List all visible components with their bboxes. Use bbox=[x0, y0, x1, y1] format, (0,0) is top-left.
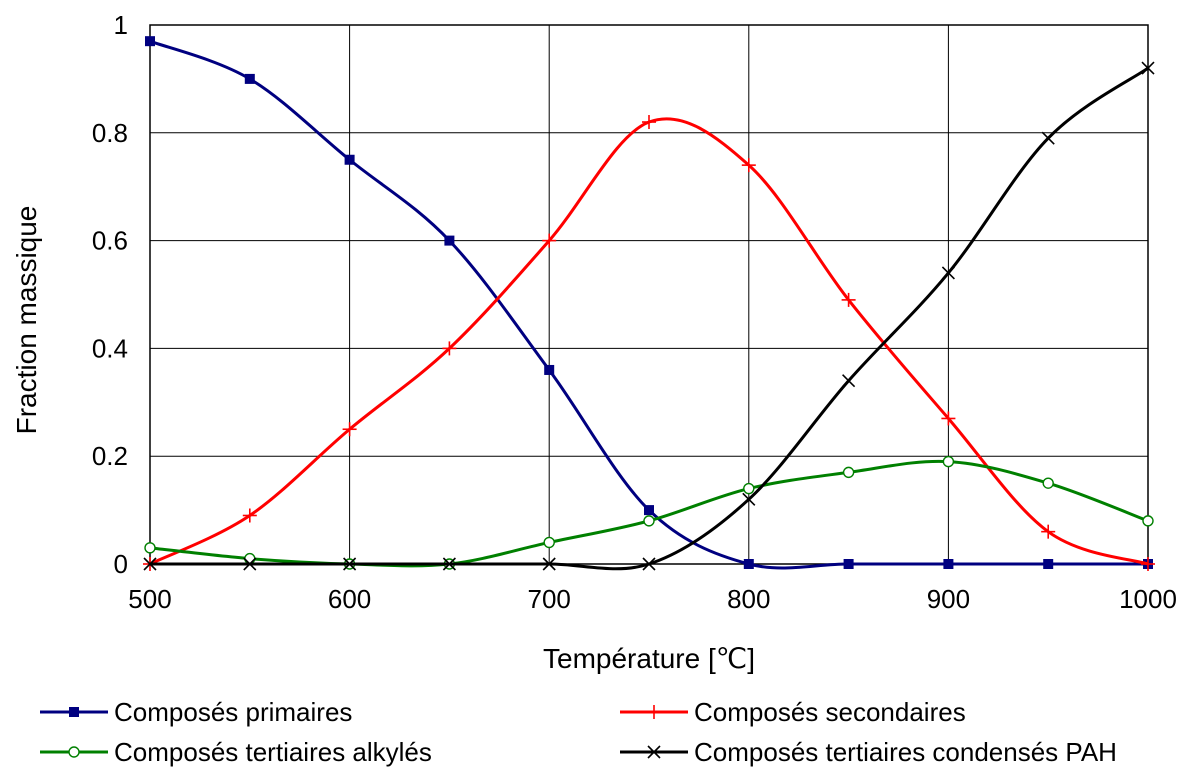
series-line bbox=[149, 117, 1149, 566]
data-point bbox=[1043, 559, 1054, 569]
data-point bbox=[343, 557, 357, 571]
data-point bbox=[843, 559, 854, 569]
data-point bbox=[542, 233, 557, 248]
x-tick-label: 1000 bbox=[1119, 584, 1177, 614]
legend-item: Composés primaires bbox=[40, 697, 352, 727]
legend-item: Composés secondaires bbox=[620, 697, 966, 727]
data-point bbox=[244, 73, 255, 84]
data-point bbox=[145, 36, 155, 47]
data-point bbox=[642, 115, 656, 130]
legend-label: Composés tertiaires alkylés bbox=[114, 737, 432, 767]
data-point bbox=[741, 158, 756, 173]
data-point bbox=[841, 292, 856, 307]
grid-lines bbox=[149, 24, 1149, 565]
x-tick-label: 900 bbox=[927, 584, 970, 614]
y-tick-label: 1 bbox=[114, 10, 128, 40]
data-point bbox=[1041, 524, 1056, 539]
x-tick-label: 800 bbox=[727, 584, 770, 614]
y-tick-label: 0.4 bbox=[92, 333, 128, 363]
data-point bbox=[344, 154, 355, 165]
data-point bbox=[342, 422, 357, 437]
y-tick-labels: 0 0.2 0.4 0.6 0.8 1 bbox=[92, 10, 128, 579]
data-point bbox=[743, 559, 754, 569]
data-point bbox=[941, 411, 956, 426]
data-point bbox=[942, 455, 955, 468]
legend-label: Composés secondaires bbox=[694, 697, 966, 727]
data-point bbox=[842, 374, 856, 388]
legend-item: Composés tertiaires condensés PAH bbox=[620, 737, 1117, 767]
data-point bbox=[444, 235, 455, 246]
series-line bbox=[149, 39, 1148, 570]
data-point bbox=[144, 542, 156, 554]
data-point bbox=[442, 341, 457, 356]
data-point bbox=[941, 266, 955, 280]
y-axis-title: Fraction massique bbox=[11, 206, 42, 435]
data-point bbox=[842, 466, 855, 479]
x-axis-title: Température [℃] bbox=[543, 643, 755, 674]
data-point bbox=[647, 705, 661, 719]
data-point bbox=[943, 559, 954, 569]
y-tick-label: 0.6 bbox=[92, 226, 128, 256]
legend-item: Composés tertiaires alkylés bbox=[40, 737, 432, 767]
y-tick-label: 0 bbox=[114, 549, 128, 579]
data-point bbox=[243, 557, 257, 571]
series-line bbox=[149, 66, 1149, 571]
data-point bbox=[542, 557, 556, 571]
legend-label: Composés primaires bbox=[114, 697, 352, 727]
data-point bbox=[644, 505, 654, 516]
data-point bbox=[1042, 477, 1054, 489]
series-2 bbox=[143, 115, 1155, 571]
series-layer bbox=[143, 36, 1155, 571]
data-point bbox=[543, 536, 555, 549]
data-point bbox=[544, 364, 555, 375]
data-point bbox=[68, 746, 80, 758]
y-tick-label: 0.2 bbox=[92, 441, 128, 471]
plot-area bbox=[149, 24, 1149, 565]
data-point bbox=[1141, 557, 1155, 571]
data-point bbox=[647, 745, 661, 759]
data-point bbox=[143, 557, 157, 571]
data-point bbox=[1141, 61, 1155, 75]
x-tick-label: 700 bbox=[528, 584, 571, 614]
series-4 bbox=[143, 61, 1155, 571]
data-point bbox=[743, 482, 755, 495]
data-point bbox=[643, 515, 655, 527]
data-point bbox=[642, 557, 656, 571]
data-point bbox=[244, 552, 256, 565]
legend: Composés primaires Composés secondaires Co… bbox=[40, 697, 1117, 767]
data-point bbox=[742, 492, 756, 506]
data-point bbox=[69, 707, 79, 717]
data-point bbox=[1142, 515, 1154, 527]
x-tick-label: 600 bbox=[328, 584, 371, 614]
data-point bbox=[242, 508, 257, 523]
legend-label: Composés tertiaires condensés PAH bbox=[694, 737, 1117, 767]
data-point bbox=[1041, 131, 1055, 145]
y-tick-label: 0.8 bbox=[92, 118, 128, 148]
data-point bbox=[442, 557, 456, 571]
x-tick-labels: 500 600 700 800 900 1000 bbox=[128, 584, 1177, 614]
x-tick-label: 500 bbox=[128, 584, 171, 614]
